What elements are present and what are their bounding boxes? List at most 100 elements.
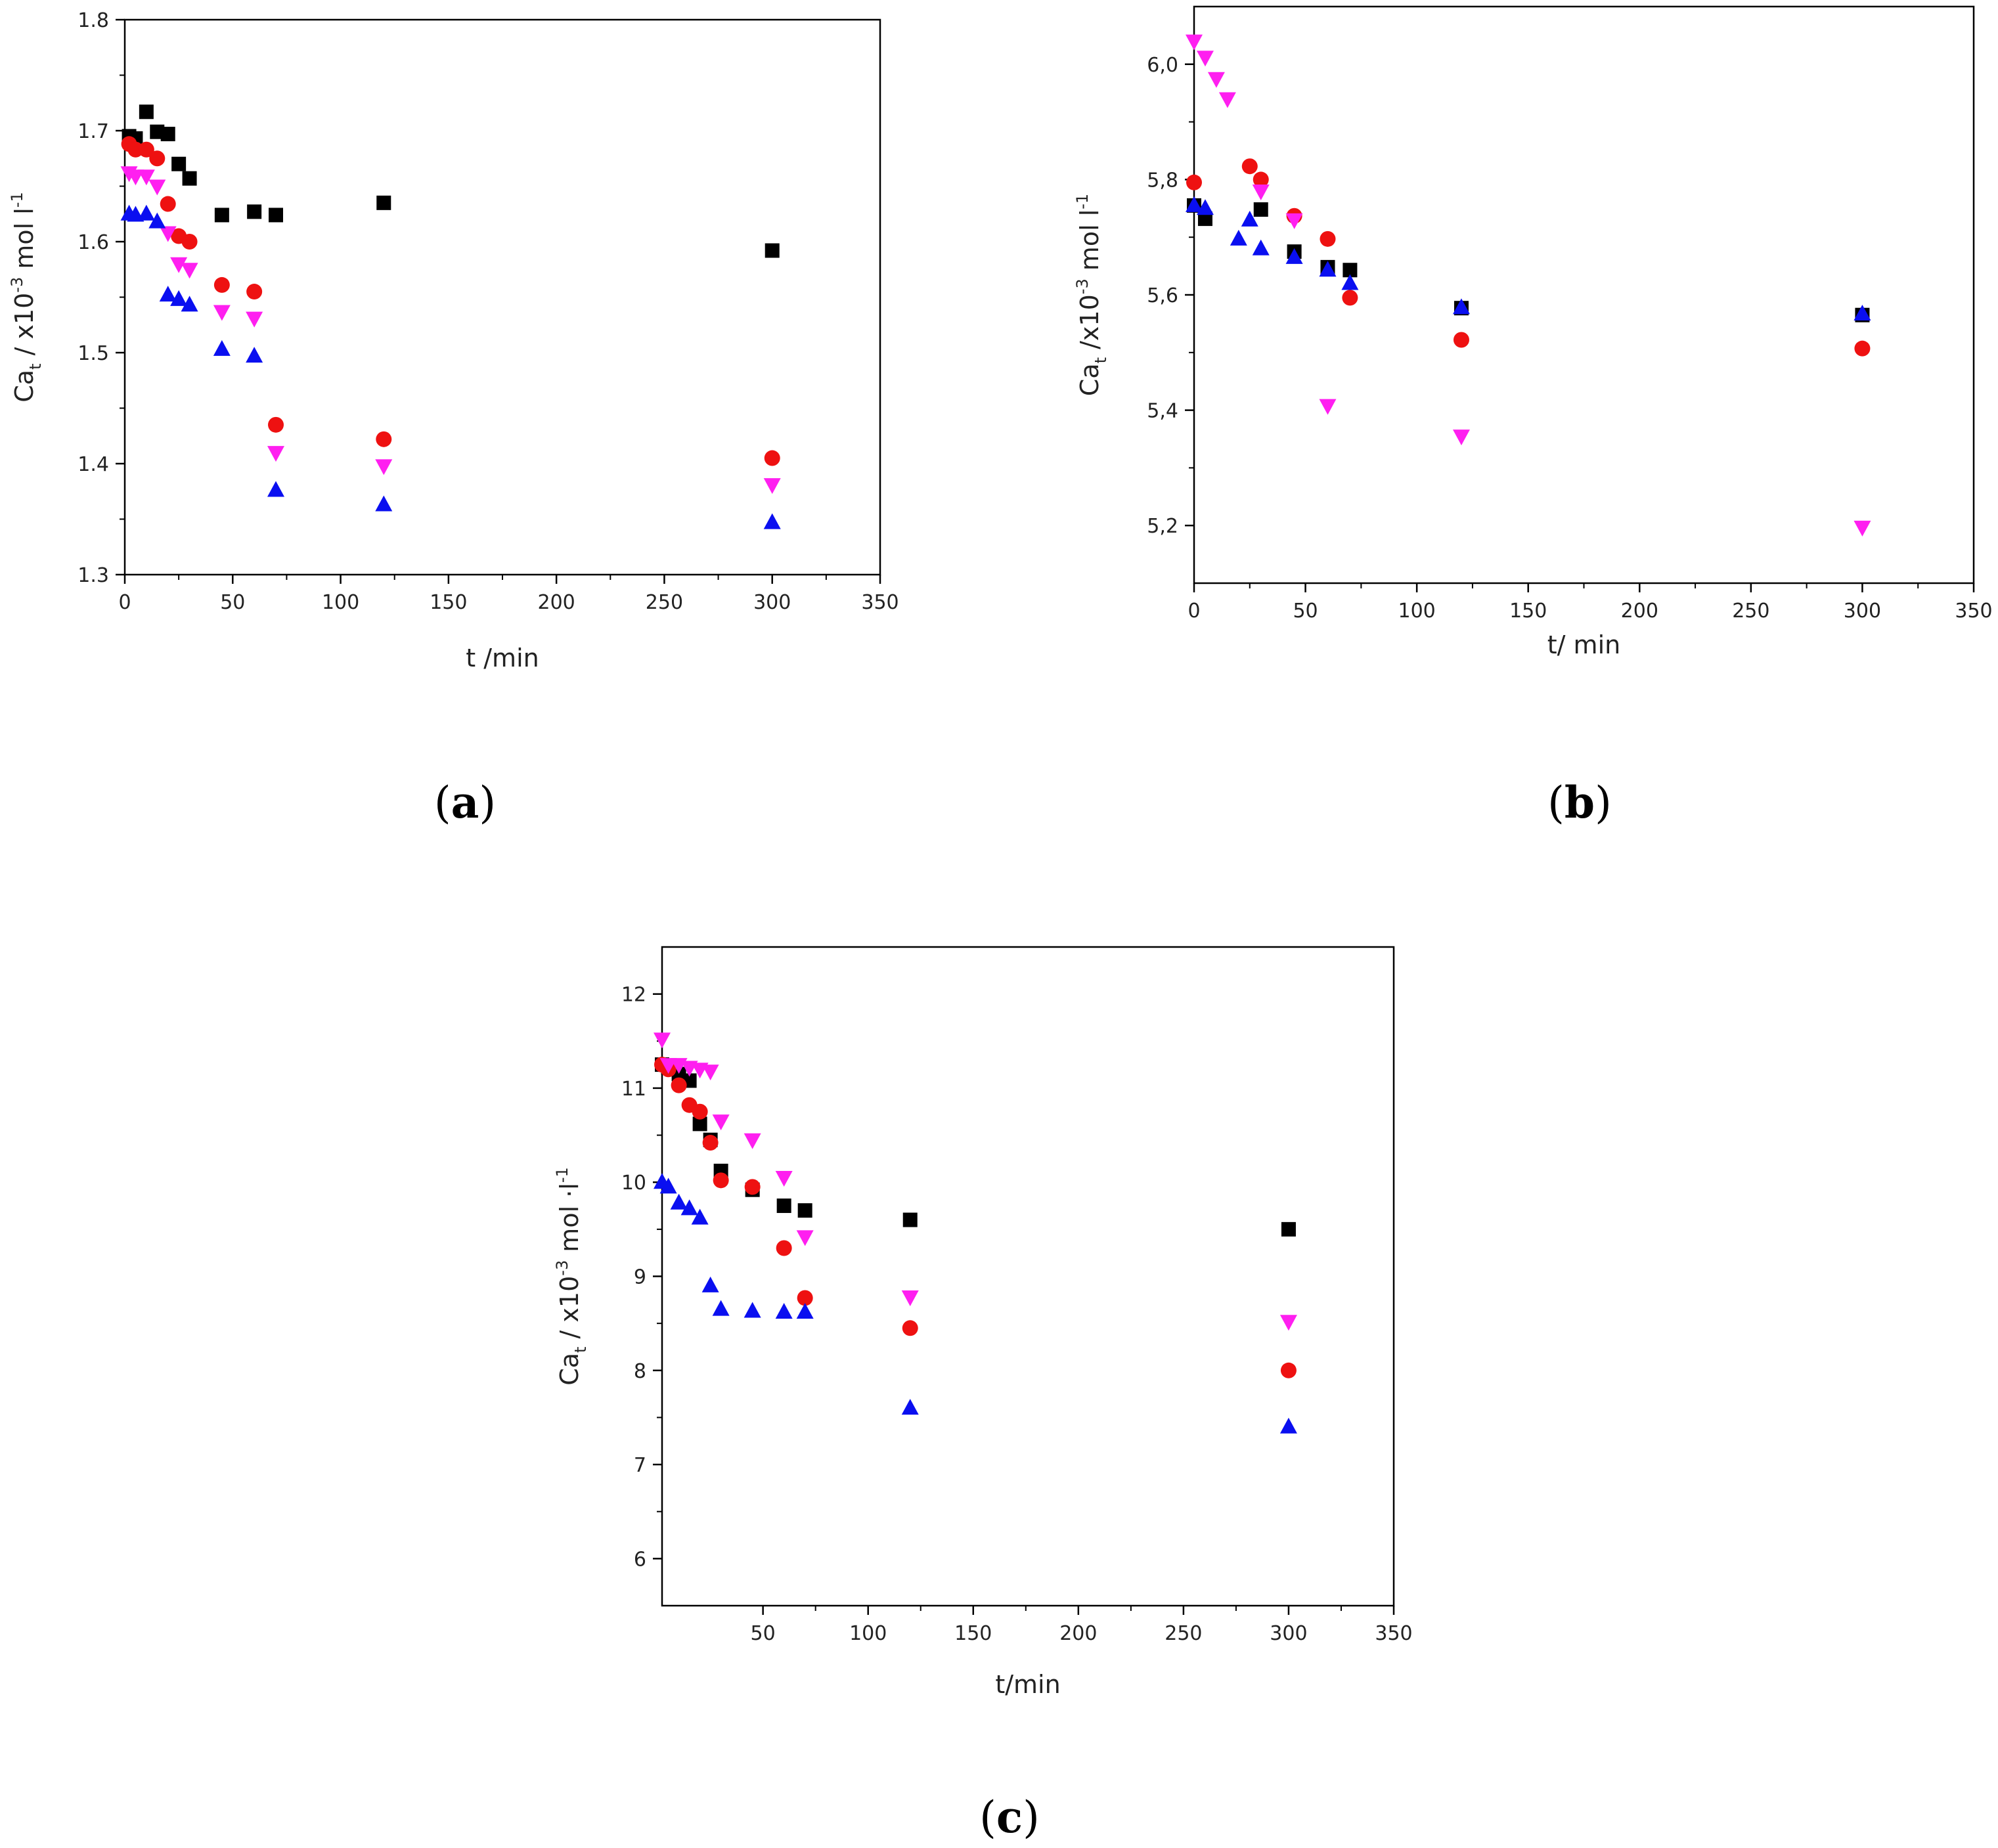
y-tick-label: 1.5 [78,342,109,365]
data-point-square [1343,263,1358,278]
data-point-triangle-up [213,340,231,356]
data-point-circle [776,1240,792,1256]
series-triangle-down [654,1032,1297,1331]
data-point-square [1197,211,1212,227]
x-tick-label: 150 [954,1622,992,1645]
data-point-triangle-down [775,1171,793,1187]
panel-label-open: ( [1547,778,1565,828]
x-axis-title: t/ min [1547,630,1620,659]
data-point-square [797,1203,812,1218]
data-point-circle [376,431,392,447]
y-axis-title: Cat / x10-3 mol ·l-1 [553,1167,590,1386]
data-point-circle [160,196,176,212]
x-tick-label: 0 [1188,600,1200,623]
data-point-circle [1854,340,1871,357]
y-tick-label: 1.6 [78,231,109,254]
panel-label-letter: a [451,777,479,828]
panel-label-open: ( [434,778,451,828]
axis-title-part: mol ·l [555,1183,584,1260]
data-point-triangle-up [701,1276,719,1292]
data-point-triangle-down [170,257,188,273]
x-tick-label: 250 [646,591,683,614]
axis-title-part: -1 [8,192,26,208]
data-point-triangle-up [159,286,177,302]
x-tick-label: 300 [753,591,791,614]
data-point-circle [213,276,230,293]
y-tick-label: 1.7 [78,120,109,143]
x-tick-label: 150 [1509,600,1547,623]
data-point-circle [902,1320,918,1336]
series-circle [654,1057,1297,1378]
data-point-triangle-up [1854,304,1871,320]
axis-title-part: / x10 [555,1276,584,1347]
axis-title-part: -3 [8,277,26,293]
panel-label-close: ) [1595,778,1612,828]
data-point-triangle-down [246,311,263,328]
series-triangle-up [120,204,781,529]
y-tick-label: 6 [634,1548,646,1571]
axis-title-part: t [26,363,45,369]
data-point-circle [1253,171,1269,188]
x-tick-label: 150 [430,591,467,614]
panel-b: 0 50 100 150 200 250 300 350 5,2 5,4 5,6 5,8 6,0 t/ m… [1073,5,1993,828]
panel-label-close: ) [1023,1792,1040,1843]
series-square [655,1057,1296,1237]
axis-title-part: t [1092,357,1110,363]
data-point-square [376,195,391,210]
data-point-square [902,1212,918,1227]
data-point-triangle-down [744,1133,761,1149]
data-point-triangle-up [680,1199,698,1216]
data-point-triangle-up [691,1208,709,1225]
x-tick-label: 200 [1059,1622,1097,1645]
data-point-square [160,127,175,142]
data-point-circle [1453,332,1469,348]
axis-title-part: mol l [10,208,39,277]
data-point-triangle-up [181,296,198,312]
data-point-circle [149,150,166,167]
y-tick-label: 12 [621,984,646,1007]
data-point-triangle-up [1452,298,1470,315]
data-point-triangle-down [1854,520,1871,537]
x-tick-label: 50 [220,591,245,614]
data-point-triangle-up [1252,239,1270,255]
data-point-triangle-up [267,481,284,497]
axis-title-part: t [571,1347,590,1353]
panel-label-letter: b [1565,777,1595,828]
panel-label-letter: c [996,1792,1023,1843]
data-point-circle [1280,1362,1297,1378]
axis-title-part: /x10 [1075,294,1104,357]
data-point-triangle-up [1186,196,1203,212]
data-point-triangle-up [1241,210,1258,227]
data-point-circle [127,141,144,158]
y-tick-label: 9 [634,1266,646,1289]
panel-label: (a) [434,777,496,828]
x-tick-label: 350 [1955,600,1992,623]
data-point-square [1253,202,1268,217]
data-point-circle [138,141,154,158]
x-tick-label: 350 [861,591,899,614]
x-tick-label: 50 [751,1622,776,1645]
plot-frame [661,946,1395,1607]
data-point-triangle-down [159,226,177,242]
data-point-circle [764,450,780,466]
panel-label: (b) [1547,777,1612,828]
data-point-square [776,1199,791,1214]
y-tick-label: 1.4 [78,453,109,476]
data-point-circle [1186,174,1202,190]
data-point-triangle-up [148,212,166,229]
data-point-triangle-down [1207,72,1225,88]
y-tick-label: 11 [621,1078,646,1101]
panel-label-open: ( [979,1792,996,1843]
plot-frame [123,18,881,576]
x-axis-title: t/min [995,1670,1060,1699]
data-point-triangle-down [1452,429,1470,446]
data-point-circle [671,1077,687,1093]
data-point-triangle-down [654,1032,671,1049]
series-triangle-up [654,1173,1297,1434]
data-point-triangle-down [1279,1315,1297,1331]
data-point-square [247,204,262,219]
data-point-triangle-down [137,169,155,186]
y-tick-label: 5,6 [1147,284,1178,307]
x-tick-label: 100 [849,1622,887,1645]
data-point-triangle-up [796,1302,814,1319]
